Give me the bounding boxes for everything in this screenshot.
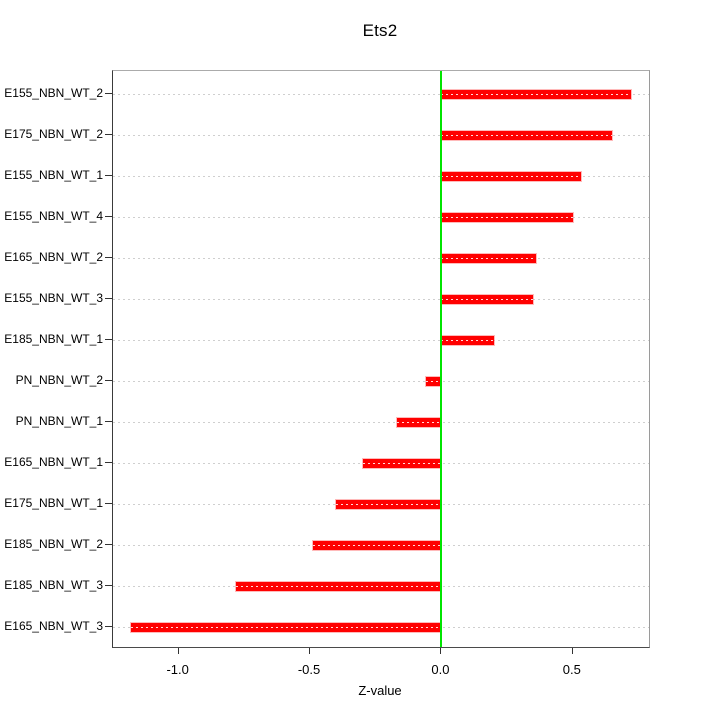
bar-gridline-overlay	[425, 381, 442, 382]
bar-gridline-overlay	[441, 176, 581, 177]
bar-gridline-overlay	[441, 299, 534, 300]
bar-gridline-overlay	[312, 545, 442, 546]
bar	[362, 459, 442, 468]
y-axis-label: E165_NBN_WT_1	[4, 455, 103, 469]
y-axis-tick	[105, 585, 112, 586]
bar	[425, 377, 442, 386]
bar	[441, 172, 581, 181]
bar	[441, 295, 534, 304]
bar	[236, 582, 442, 591]
y-axis-label: E185_NBN_WT_2	[4, 537, 103, 551]
x-axis-tick	[309, 648, 311, 654]
y-axis-tick	[105, 93, 112, 94]
gridline	[113, 381, 649, 382]
gridline	[113, 258, 649, 259]
bar-gridline-overlay	[336, 504, 442, 505]
y-axis-label: E155_NBN_WT_1	[4, 168, 103, 182]
x-axis-tick	[177, 648, 179, 654]
y-axis-label: PN_NBN_WT_1	[15, 414, 103, 428]
bar	[441, 131, 613, 140]
bar	[441, 336, 494, 345]
x-axis-title: Z-value	[358, 683, 402, 698]
gridline	[113, 299, 649, 300]
zero-reference-line	[440, 71, 443, 647]
bar-gridline-overlay	[396, 422, 442, 423]
y-axis-tick	[105, 462, 112, 463]
y-axis-label: E165_NBN_WT_2	[4, 250, 103, 264]
x-axis-tick-label: -0.5	[297, 662, 321, 677]
bar	[396, 418, 442, 427]
y-axis-label: E185_NBN_WT_1	[4, 332, 103, 346]
bar	[336, 500, 442, 509]
y-axis-label: E155_NBN_WT_4	[4, 209, 103, 223]
bar-gridline-overlay	[362, 463, 442, 464]
y-axis-label: E185_NBN_WT_3	[4, 578, 103, 592]
x-axis-tick-label: -1.0	[166, 662, 189, 677]
y-axis-label: PN_NBN_WT_2	[15, 373, 103, 387]
bar-gridline-overlay	[441, 340, 494, 341]
y-axis-tick	[105, 257, 112, 258]
y-axis-tick	[105, 380, 112, 381]
y-axis-tick	[105, 134, 112, 135]
bar	[441, 90, 631, 99]
bar	[441, 254, 536, 263]
y-axis-label: E175_NBN_WT_1	[4, 496, 103, 510]
y-axis-tick	[105, 298, 112, 299]
x-axis-tick-label: 0.5	[562, 662, 581, 677]
bar	[441, 213, 573, 222]
x-axis-tick-label: 0.0	[431, 662, 450, 677]
bar-gridline-overlay	[441, 258, 536, 259]
x-axis-tick	[571, 648, 573, 654]
bar-gridline-overlay	[131, 627, 442, 628]
gridline	[113, 135, 649, 136]
gridline	[113, 422, 649, 423]
y-axis-tick	[105, 421, 112, 422]
y-axis-tick	[105, 175, 112, 176]
plot-area	[112, 70, 650, 648]
bar	[312, 541, 442, 550]
y-axis-label: E155_NBN_WT_2	[4, 86, 103, 100]
gridline	[113, 176, 649, 177]
gridline	[113, 340, 649, 341]
gridline	[113, 217, 649, 218]
chart-title: Ets2	[362, 21, 398, 40]
gridline	[113, 94, 649, 95]
y-axis-tick	[105, 626, 112, 627]
bar-gridline-overlay	[441, 94, 631, 95]
y-axis-tick	[105, 503, 112, 504]
bar	[131, 623, 442, 632]
bar-gridline-overlay	[441, 217, 573, 218]
y-axis-label: E175_NBN_WT_2	[4, 127, 103, 141]
bar-gridline-overlay	[236, 586, 442, 587]
bar-gridline-overlay	[441, 135, 613, 136]
y-axis-tick	[105, 544, 112, 545]
y-axis-tick	[105, 339, 112, 340]
y-axis-label: E165_NBN_WT_3	[4, 619, 103, 633]
y-axis-tick	[105, 216, 112, 217]
y-axis-label: E155_NBN_WT_3	[4, 291, 103, 305]
x-axis-tick	[440, 648, 442, 654]
